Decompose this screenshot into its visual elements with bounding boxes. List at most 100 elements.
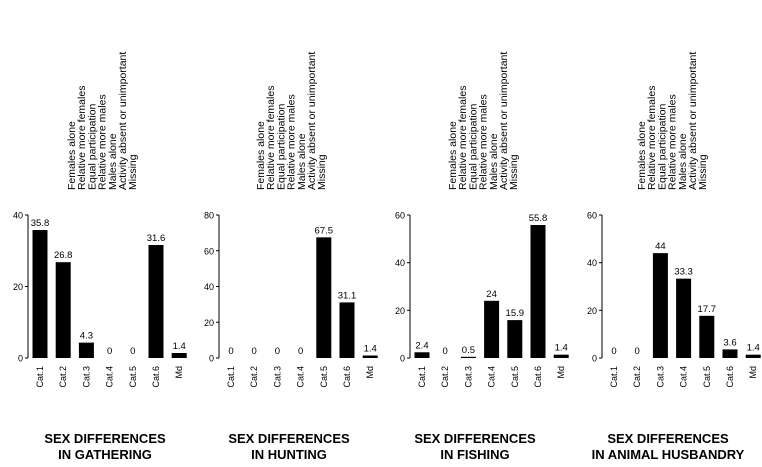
legend-entry: Relative more males <box>478 94 490 190</box>
legend-entry: Equal participation <box>656 103 668 190</box>
x-tick-label: Cat.5 <box>702 366 712 388</box>
legend-entry: Missing <box>316 154 328 190</box>
legend-entry: Activity absent or unimportant <box>687 52 699 190</box>
y-tick-label: 0 <box>400 354 405 364</box>
bar <box>553 354 569 358</box>
chart-title-gathering: SEX DIFFERENCES IN GATHERING <box>10 431 200 463</box>
data-label: 0 <box>298 346 303 357</box>
legend-entry: Missing <box>697 154 709 190</box>
legend-entry: Females alone <box>447 121 459 190</box>
chart-title-line-2: IN GATHERING <box>58 447 152 462</box>
x-tick-label: Cat.3 <box>272 366 282 388</box>
y-tick-label: 40 <box>395 258 405 268</box>
x-tick-label: Cat.3 <box>463 366 473 388</box>
y-tick-label: 0 <box>209 354 214 364</box>
data-label: 1.4 <box>555 343 568 354</box>
bar <box>460 356 476 358</box>
legend-entry: Males alone <box>488 133 500 190</box>
x-tick-label: Cat.1 <box>226 366 236 388</box>
x-tick-label: Cat.6 <box>725 366 735 388</box>
data-label: 3.6 <box>723 337 736 348</box>
x-tick-label: Cat.2 <box>440 366 450 388</box>
legend-entry: Relative more males <box>286 94 298 190</box>
y-tick-label: 40 <box>13 211 23 221</box>
bar <box>78 342 94 358</box>
y-tick-label: 40 <box>204 282 214 292</box>
data-label: 31.6 <box>147 233 166 244</box>
data-label: 0 <box>252 346 257 357</box>
x-tick-label: Cat.6 <box>342 366 352 388</box>
bar <box>414 352 430 358</box>
data-label: 1.4 <box>364 343 377 354</box>
x-tick-label: Cat.1 <box>417 366 427 388</box>
chart-title-animal-husbandry: SEX DIFFERENCES IN ANIMAL HUSBANDRY <box>573 431 762 463</box>
legend-entry: Missing <box>127 154 139 190</box>
y-tick-label: 0 <box>18 354 23 364</box>
bar <box>676 278 692 358</box>
chart-title-hunting: SEX DIFFERENCES IN HUNTING <box>194 431 384 463</box>
x-tick-label: Cat.4 <box>487 366 497 388</box>
bar <box>745 354 761 358</box>
legend-entry: Relative more females <box>457 86 469 190</box>
legend-entry: Males alone <box>677 133 689 190</box>
legend-entry: Equal participation <box>467 103 479 190</box>
y-tick-label: 80 <box>204 211 214 221</box>
bar <box>530 225 546 358</box>
y-tick-label: 0 <box>592 354 597 364</box>
data-label: 0 <box>635 346 640 357</box>
y-tick-label: 60 <box>587 211 597 221</box>
x-tick-label: Md <box>365 366 375 379</box>
data-label: 0.5 <box>462 345 475 356</box>
x-tick-label: Cat.4 <box>296 366 306 388</box>
data-label: 44 <box>655 241 666 252</box>
chart-title-line-1: SEX DIFFERENCES <box>44 431 166 446</box>
y-tick-label: 40 <box>587 258 597 268</box>
data-label: 31.1 <box>338 290 357 301</box>
data-label: 0 <box>443 346 448 357</box>
x-tick-label: Cat.6 <box>151 366 161 388</box>
bar <box>507 320 523 358</box>
x-tick-label: Md <box>174 366 184 379</box>
legend-entry: Activity absent or unimportant <box>117 52 129 190</box>
x-tick-label: Cat.5 <box>319 366 329 388</box>
legend-entry: Relative more females <box>76 86 88 190</box>
x-tick-label: Cat.1 <box>35 366 45 388</box>
legend-entry: Missing <box>508 154 520 190</box>
data-label: 4.3 <box>80 331 93 342</box>
legend-entry: Relative more females <box>265 86 277 190</box>
data-label: 2.4 <box>415 340 428 351</box>
legend-entry: Males alone <box>296 133 308 190</box>
data-label: 24 <box>486 289 497 300</box>
x-tick-label: Cat.2 <box>58 366 68 388</box>
bar <box>339 302 355 358</box>
data-label: 17.7 <box>698 304 717 315</box>
chart-title-line-1: SEX DIFFERENCES <box>607 431 729 446</box>
bar <box>316 237 332 358</box>
data-label: 0 <box>130 346 135 357</box>
bar <box>362 355 378 358</box>
data-label: 0 <box>107 346 112 357</box>
chart-title-fishing: SEX DIFFERENCES IN FISHING <box>380 431 570 463</box>
data-label: 1.4 <box>173 341 186 352</box>
chart-title-line-2: IN HUNTING <box>251 447 327 462</box>
legend-entry: Females alone <box>636 121 648 190</box>
x-tick-label: Cat.3 <box>81 366 91 388</box>
data-label: 55.8 <box>529 213 548 224</box>
x-tick-label: Cat.1 <box>609 366 619 388</box>
data-label: 0 <box>275 346 280 357</box>
legend-entry: Females alone <box>66 121 78 190</box>
y-tick-label: 60 <box>395 211 405 221</box>
bar <box>148 245 164 358</box>
y-tick-label: 20 <box>587 306 597 316</box>
legend-entry: Equal participation <box>86 103 98 190</box>
legend-entry: Males alone <box>107 133 119 190</box>
bar <box>652 253 668 358</box>
data-label: 1.4 <box>747 343 760 354</box>
bar <box>484 300 500 358</box>
y-tick-label: 60 <box>204 246 214 256</box>
data-label: 0 <box>228 346 233 357</box>
chart-title-line-1: SEX DIFFERENCES <box>414 431 536 446</box>
x-tick-label: Cat.3 <box>655 366 665 388</box>
legend-entry: Equal participation <box>275 103 287 190</box>
